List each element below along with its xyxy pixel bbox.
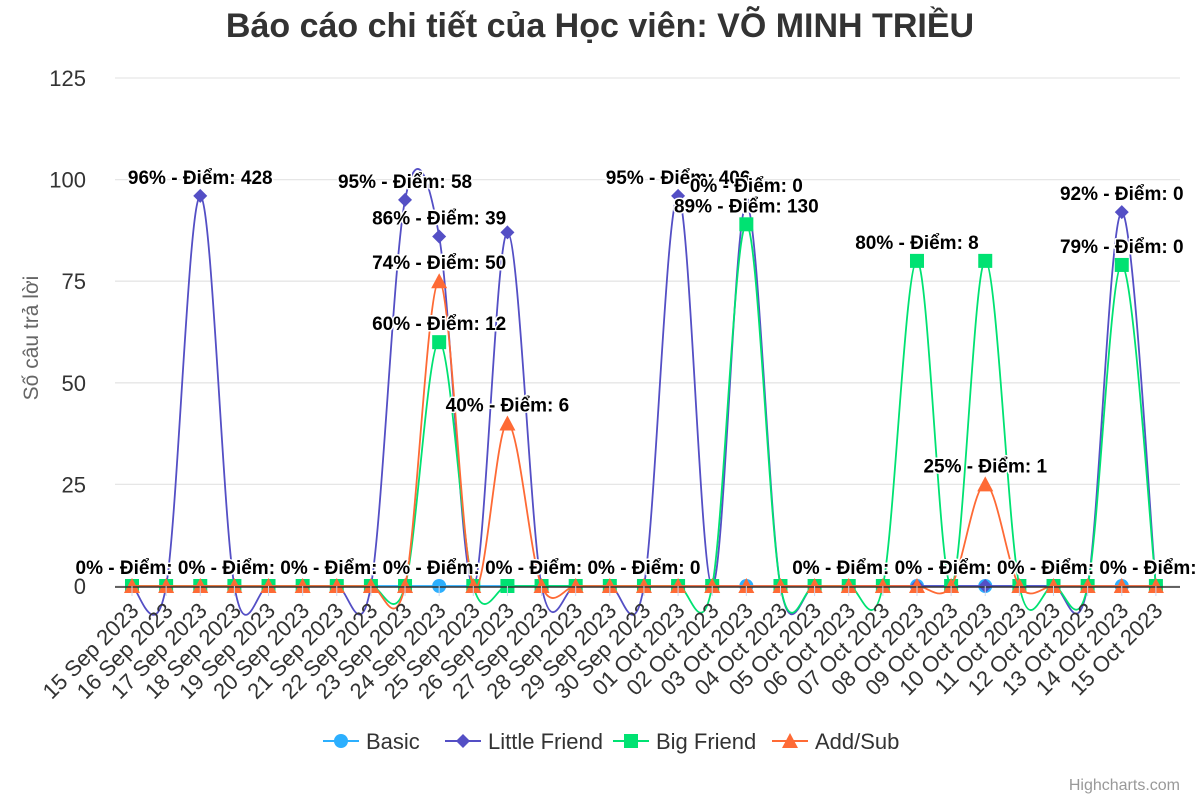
legend-item-add-sub[interactable]: Add/Sub (772, 729, 899, 754)
data-label: 0% - Điểm: 0 (383, 558, 496, 579)
data-label: 0% - Điểm: 0 (997, 558, 1110, 579)
data-point[interactable] (193, 188, 208, 203)
data-point[interactable] (806, 578, 823, 593)
y-axis-ticks: 0 25 50 75 100 125 (49, 66, 86, 599)
legend-marker[interactable] (782, 733, 798, 748)
y-tick-label: 100 (49, 168, 86, 193)
data-label: 0% - Điểm: 0 (280, 558, 393, 579)
data-label: 96% - Điểm: 428 (128, 168, 273, 189)
data-label: 0% - Điểm: 0 (895, 558, 1008, 579)
data-point[interactable] (465, 578, 482, 593)
data-label: 92% - Điểm: 0 (1060, 184, 1184, 205)
data-point[interactable] (874, 578, 891, 593)
legend-label: Little Friend (488, 729, 603, 754)
data-point[interactable] (158, 578, 175, 593)
legend: Basic Little Friend Big Friend Add/Sub (323, 729, 899, 754)
data-point[interactable] (397, 578, 414, 593)
data-point[interactable] (398, 192, 413, 207)
data-point[interactable] (601, 578, 618, 593)
data-label: 95% - Điểm: 58 (338, 172, 472, 193)
data-label: 79% - Điểm: 0 (1060, 237, 1184, 258)
legend-marker[interactable] (624, 734, 638, 748)
y-tick-label: 50 (62, 371, 86, 396)
data-point[interactable] (1011, 578, 1028, 593)
data-point[interactable] (431, 273, 448, 289)
data-point[interactable] (499, 415, 516, 431)
series-line (131, 223, 1157, 614)
data-point[interactable] (670, 578, 687, 593)
grid (115, 77, 1180, 587)
legend-marker[interactable] (456, 734, 470, 748)
data-point[interactable] (1114, 205, 1129, 220)
y-tick-label: 75 (62, 269, 86, 294)
data-label: 89% - Điểm: 130 (674, 196, 819, 217)
data-point[interactable] (328, 578, 345, 593)
data-point[interactable] (1113, 578, 1130, 593)
data-point[interactable] (533, 578, 550, 593)
data-point[interactable] (772, 578, 789, 593)
data-label: 86% - Điểm: 39 (372, 208, 506, 229)
data-point[interactable] (432, 229, 447, 244)
legend-item-little-friend[interactable]: Little Friend (445, 729, 603, 754)
data-point[interactable] (908, 578, 925, 593)
legend-label: Big Friend (656, 729, 756, 754)
data-point[interactable] (192, 578, 209, 593)
data-label: 60% - Điểm: 12 (372, 314, 506, 335)
data-point[interactable] (1079, 578, 1096, 593)
data-point[interactable] (840, 578, 857, 593)
data-point[interactable] (1147, 578, 1164, 593)
data-point[interactable] (226, 578, 243, 593)
data-point[interactable] (1045, 578, 1062, 593)
data-label: 25% - Điểm: 1 (923, 456, 1047, 477)
data-point[interactable] (739, 196, 754, 211)
data-point[interactable] (739, 217, 754, 232)
series-line (131, 280, 1156, 610)
series-area (115, 168, 1180, 616)
data-label: 0% - Điểm: 0 (587, 558, 700, 579)
data-point[interactable] (978, 253, 993, 268)
data-label: 40% - Điểm: 6 (446, 395, 570, 416)
data-point[interactable] (500, 225, 515, 240)
series-add-sub (124, 273, 1164, 610)
data-point[interactable] (943, 578, 960, 593)
data-point[interactable] (124, 578, 140, 593)
data-label: 0% - Điểm: 0 (690, 176, 803, 197)
y-axis-label: Số câu trả lời (20, 276, 43, 401)
data-point[interactable] (635, 578, 652, 593)
data-label: 0% - Điểm: 0 (178, 558, 291, 579)
legend-label: Basic (366, 729, 420, 754)
legend-item-basic[interactable]: Basic (323, 729, 420, 754)
data-label: 0% - Điểm: 0 (76, 558, 189, 579)
data-label: 80% - Điểm: 8 (855, 233, 979, 254)
data-label: 0% - Điểm: 0 (792, 558, 905, 579)
data-point[interactable] (1114, 257, 1129, 272)
legend-item-big-friend[interactable]: Big Friend (613, 729, 756, 754)
legend-marker[interactable] (334, 734, 348, 748)
y-tick-label: 125 (49, 66, 86, 91)
chart-title: Báo cáo chi tiết của Học viên: VÕ MINH T… (226, 7, 974, 45)
credits-text[interactable]: Highcharts.com (1069, 777, 1180, 794)
data-point[interactable] (671, 188, 686, 203)
data-label: 0% - Điểm: 0 (485, 558, 598, 579)
y-tick-label: 25 (62, 472, 86, 497)
data-label: 74% - Điểm: 50 (372, 253, 506, 274)
data-point[interactable] (432, 335, 447, 350)
data-point[interactable] (294, 578, 311, 593)
data-label: 0% - Điểm: 0 (1099, 558, 1200, 579)
data-point[interactable] (362, 578, 379, 593)
data-point[interactable] (738, 578, 755, 593)
y-tick-label: 0 (74, 574, 86, 599)
data-point[interactable] (977, 476, 994, 492)
data-label: 95% - Điểm: 406 (606, 168, 751, 189)
data-point[interactable] (567, 578, 584, 593)
data-point[interactable] (260, 578, 277, 593)
data-point[interactable] (704, 578, 721, 593)
data-point[interactable] (909, 253, 924, 268)
series-big-friend (125, 217, 1163, 614)
legend-label: Add/Sub (815, 729, 899, 754)
